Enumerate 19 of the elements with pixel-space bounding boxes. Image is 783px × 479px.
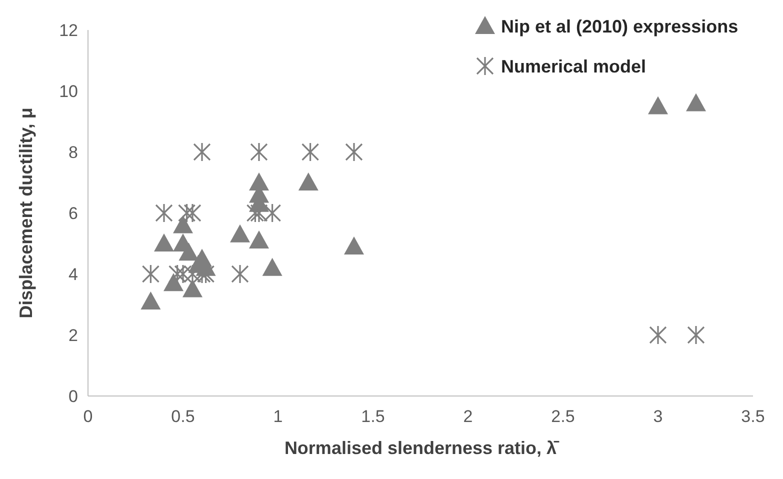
x-tick-label: 0 xyxy=(83,407,93,426)
x-tick-label: 3.5 xyxy=(741,407,765,426)
y-tick-label: 4 xyxy=(68,264,78,284)
x-tick-label: 0.5 xyxy=(171,407,195,426)
y-tick-label: 6 xyxy=(68,204,78,223)
legend-label: Nip et al (2010) expressions xyxy=(501,16,738,36)
y-tick-label: 8 xyxy=(68,142,78,162)
x-tick-label: 2.5 xyxy=(551,407,575,426)
y-tick-label: 12 xyxy=(59,20,78,40)
x-tick-label: 3 xyxy=(653,407,663,426)
y-tick-label: 10 xyxy=(59,82,78,101)
x-tick-label: 1 xyxy=(273,407,283,426)
x-axis-title: Normalised slenderness ratio, λ̄ xyxy=(284,438,560,458)
x-tick-label: 2 xyxy=(463,407,473,426)
y-tick-label: 0 xyxy=(68,386,78,406)
y-tick-label: 2 xyxy=(68,326,78,345)
y-axis-title: Displacement ductility, μ xyxy=(16,108,36,318)
legend-label: Numerical model xyxy=(501,56,646,76)
x-tick-label: 1.5 xyxy=(361,407,385,426)
